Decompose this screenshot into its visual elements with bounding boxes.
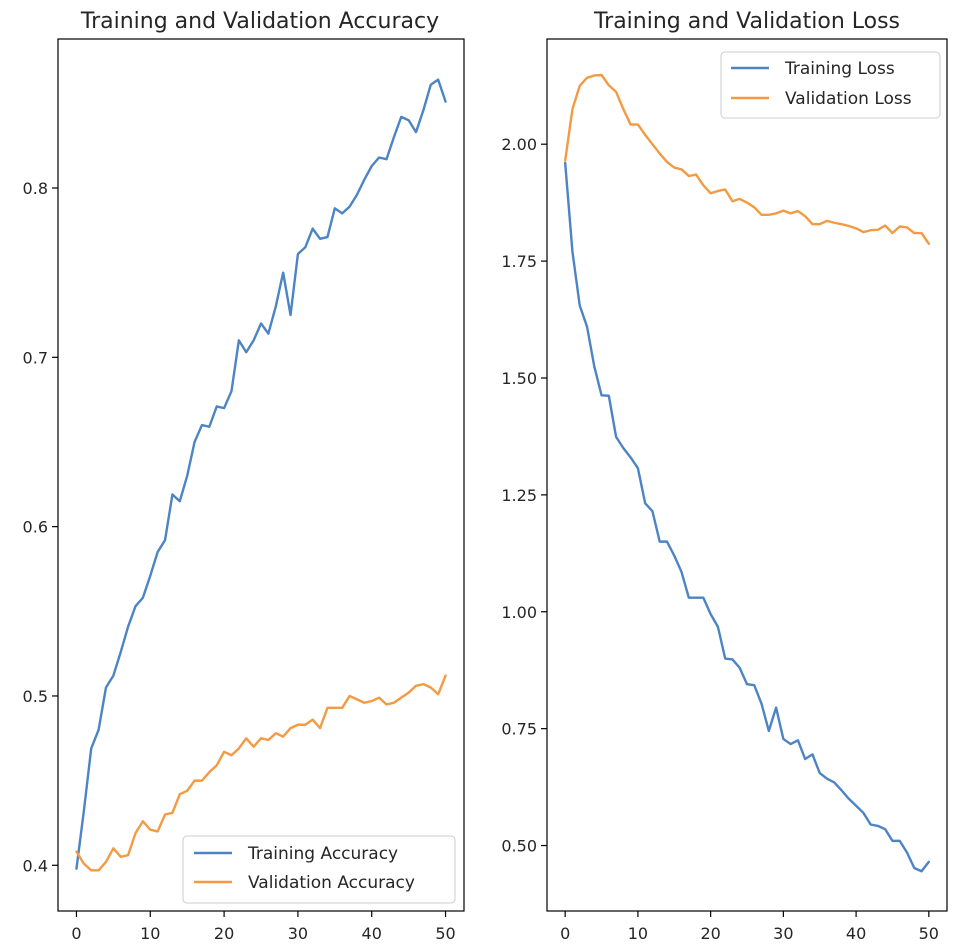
accuracy-x-tick-label: 40	[362, 924, 382, 943]
series-line-validation-accuracy	[75, 674, 447, 872]
loss-y-tick-label: 0.75	[501, 720, 537, 739]
accuracy-lines	[75, 78, 447, 872]
loss-plot: Training and Validation Loss 0 10 20 30 40 50…	[501, 9, 948, 943]
accuracy-x-tick-label: 20	[214, 924, 234, 943]
accuracy-y-tick-label: 0.4	[23, 856, 48, 875]
legend-label-training-accuracy: Training Accuracy	[247, 844, 398, 864]
legend-label-training-loss: Training Loss	[784, 59, 895, 79]
accuracy-y-tick-label: 0.6	[23, 518, 48, 537]
accuracy-plot-frame	[57, 38, 465, 912]
accuracy-plot-title: Training and Validation Accuracy	[80, 9, 439, 34]
loss-x-tick-label: 40	[846, 924, 866, 943]
accuracy-y-tick-label: 0.5	[23, 687, 48, 706]
accuracy-plot: Training and Validation Accuracy 0 10 20 30…	[23, 9, 465, 943]
accuracy-x-tick-label: 0	[71, 924, 81, 943]
loss-x-tick-label: 10	[628, 924, 648, 943]
loss-legend: Training Loss Validation Loss	[720, 51, 941, 119]
loss-lines	[563, 73, 931, 873]
accuracy-ticks: 0 10 20 30 40 50 0.4 0.5 0.6 0.7 0.8	[23, 179, 456, 943]
loss-y-tick-label: 1.00	[501, 603, 537, 622]
legend-label-validation-loss: Validation Loss	[785, 89, 912, 109]
accuracy-x-tick-label: 30	[288, 924, 308, 943]
loss-plot-frame	[546, 38, 948, 912]
loss-y-tick-label: 1.50	[501, 369, 537, 388]
series-line-validation-loss	[563, 73, 931, 245]
accuracy-y-tick-label: 0.8	[23, 179, 48, 198]
series-line-training-accuracy	[75, 78, 447, 870]
loss-y-tick-label: 0.50	[501, 837, 537, 856]
loss-legend-box	[720, 51, 941, 119]
accuracy-legend: Training Accuracy Validation Accuracy	[182, 835, 456, 904]
loss-y-tick-label: 1.25	[501, 486, 537, 505]
accuracy-y-tick-label: 0.7	[23, 348, 48, 367]
loss-x-tick-label: 30	[773, 924, 793, 943]
loss-plot-title: Training and Validation Loss	[593, 9, 900, 34]
accuracy-legend-box	[182, 835, 456, 904]
loss-ticks: 0 10 20 30 40 50 0.50 0.75 1.00 1.25 1.50 1.75 2.00	[501, 135, 939, 943]
legend-label-validation-accuracy: Validation Accuracy	[248, 873, 415, 893]
loss-x-tick-label: 50	[919, 924, 939, 943]
accuracy-x-tick-label: 10	[140, 924, 160, 943]
series-line-training-loss	[563, 161, 931, 873]
loss-x-tick-label: 20	[700, 924, 720, 943]
loss-y-tick-label: 2.00	[501, 135, 537, 154]
loss-y-tick-label: 1.75	[501, 252, 537, 271]
accuracy-x-tick-label: 50	[435, 924, 455, 943]
loss-x-tick-label: 0	[560, 924, 570, 943]
